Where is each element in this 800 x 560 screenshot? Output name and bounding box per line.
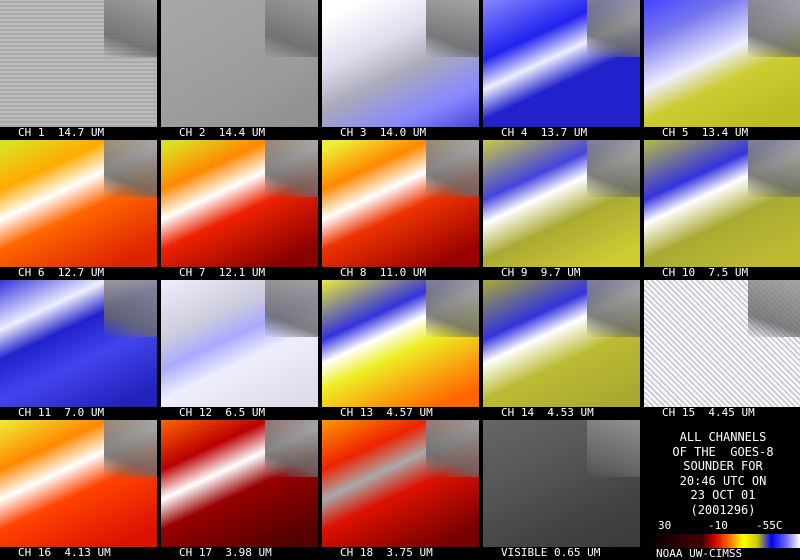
panel-image — [322, 420, 479, 547]
panel-image — [322, 140, 479, 267]
panel: CH 1 14.7 UM — [0, 0, 161, 140]
panel-image — [483, 140, 640, 267]
panel-image — [0, 280, 157, 407]
panel: CH 3 14.0 UM — [322, 0, 483, 140]
panel-image — [322, 0, 479, 127]
panel: CH 8 11.0 UM — [322, 140, 483, 280]
panel-image — [0, 0, 157, 127]
panel-image — [161, 140, 318, 267]
info-line: OF THE GOES-8 — [672, 444, 774, 459]
panel-image — [644, 280, 800, 407]
panel: CH 12 6.5 UM — [161, 280, 322, 420]
panel-label: CH 14 4.53 UM — [501, 406, 594, 419]
panel-image — [161, 280, 318, 407]
panel-label: CH 13 4.57 UM — [340, 406, 433, 419]
panel: CH 2 14.4 UM — [161, 0, 322, 140]
panel: CH 10 7.5 UM — [644, 140, 800, 280]
panel-label: CH 6 12.7 UM — [18, 266, 105, 279]
panel-label: CH 1 14.7 UM — [18, 126, 105, 139]
panel-label: CH 8 11.0 UM — [340, 266, 427, 279]
credit: NOAA UW-CIMSS — [656, 547, 743, 560]
panel-label: CH 7 12.1 UM — [179, 266, 266, 279]
panel: CH 11 7.0 UM — [0, 280, 161, 420]
info-line: (2001296) — [690, 502, 756, 517]
panel-label: CH 15 4.45 UM — [662, 406, 755, 419]
panel-label: CH 17 3.98 UM — [179, 546, 272, 559]
panel: CH 5 13.4 UM — [644, 0, 800, 140]
info-text: ALL CHANNELS OF THE GOES-8 SOUNDER FOR 20:4… — [646, 430, 800, 517]
panel: CH 13 4.57 UM — [322, 280, 483, 420]
info-line: 23 OCT 01 — [690, 488, 756, 502]
panel-label: CH 4 13.7 UM — [501, 126, 588, 139]
panel: CH 15 4.45 UM — [644, 280, 800, 420]
panel: VISIBLE 0.65 UM — [483, 420, 644, 560]
panel-label: CH 10 7.5 UM — [662, 266, 749, 279]
panel: CH 7 12.1 UM — [161, 140, 322, 280]
panel-label: CH 11 7.0 UM — [18, 406, 105, 419]
panel-image — [483, 0, 640, 127]
scale-label: -10 — [708, 519, 728, 532]
panel-image — [644, 140, 800, 267]
panel-label: CH 9 9.7 UM — [501, 266, 581, 279]
panel: CH 18 3.75 UM — [322, 420, 483, 560]
color-bar-dark — [646, 534, 700, 548]
panel-image — [161, 0, 318, 127]
panel: CH 6 12.7 UM — [0, 140, 161, 280]
scale-label: -55C — [756, 519, 783, 532]
panel-image — [0, 140, 157, 267]
panel-label: CH 5 13.4 UM — [662, 126, 749, 139]
panel-image — [161, 420, 318, 547]
panel: CH 17 3.98 UM — [161, 420, 322, 560]
panel-label: VISIBLE 0.65 UM — [501, 546, 601, 559]
panel-image — [483, 280, 640, 407]
panel: CH 4 13.7 UM — [483, 0, 644, 140]
panel: CH 9 9.7 UM — [483, 140, 644, 280]
panel-label: CH 3 14.0 UM — [340, 126, 427, 139]
color-bar — [700, 534, 800, 548]
panel-label: CH 12 6.5 UM — [179, 406, 266, 419]
info-line: 20:46 UTC ON — [679, 473, 767, 488]
panel-image — [483, 420, 640, 547]
info-line: SOUNDER FOR — [683, 459, 763, 473]
panel-image — [322, 280, 479, 407]
panel-image — [0, 420, 157, 547]
panel-label: CH 18 3.75 UM — [340, 546, 433, 559]
panel: CH 16 4.13 UM — [0, 420, 161, 560]
info-line: ALL CHANNELS — [679, 430, 767, 444]
panel-label: CH 16 4.13 UM — [18, 546, 111, 559]
panel: CH 14 4.53 UM — [483, 280, 644, 420]
panel-label: CH 2 14.4 UM — [179, 126, 266, 139]
panel-image — [644, 0, 800, 127]
scale-label: 30 — [658, 519, 672, 532]
